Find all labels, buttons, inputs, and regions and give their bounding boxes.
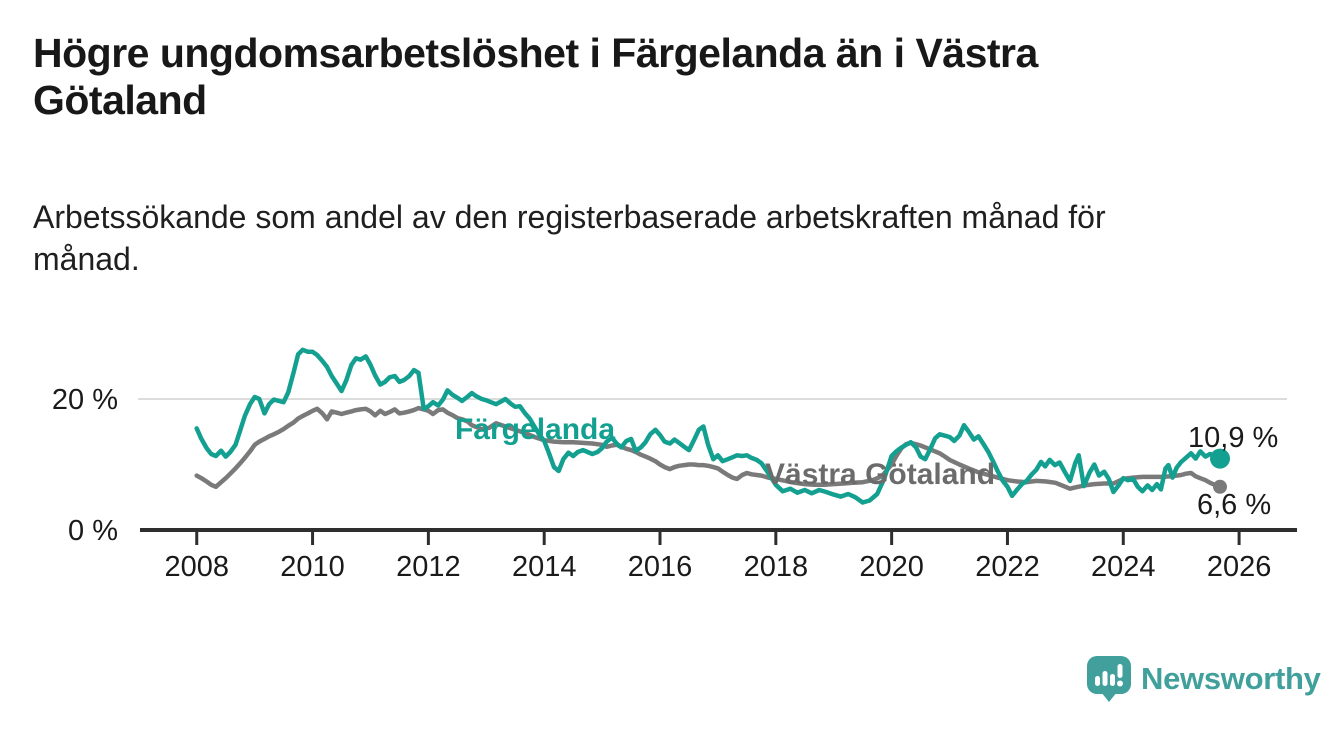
end-value-label-fargelanda: 10,9 % bbox=[1188, 422, 1278, 454]
series-label-fargelanda: Färgelanda bbox=[455, 413, 615, 446]
newsworthy-logo: Newsworthy bbox=[1086, 655, 1321, 703]
x-axis-tick-label-2014: 2014 bbox=[512, 551, 577, 583]
chart-subtitle-line-1: Arbetssökande som andel av den registerb… bbox=[33, 199, 1106, 235]
fargelanda-end-dot bbox=[1210, 448, 1230, 469]
x-axis-tick-label-2018: 2018 bbox=[744, 551, 809, 583]
newsworthy-logo-icon bbox=[1086, 655, 1132, 703]
newsworthy-logo-text: Newsworthy bbox=[1141, 661, 1321, 696]
fargelanda-line bbox=[194, 347, 1223, 505]
chart-subtitle-line-2: månad. bbox=[33, 241, 140, 277]
chart-dynamic-layer: 20 % 0 % 2008 2010 2012 2014 2016 2018 2020 2022 2… bbox=[52, 347, 1297, 583]
end-value-label-vastra-gotaland: 6,6 % bbox=[1197, 489, 1271, 521]
x-axis-tick-label-2008: 2008 bbox=[164, 551, 229, 583]
chart-subtitle: Arbetssökande som andel av den registerb… bbox=[33, 196, 1106, 280]
page-title-line-2: Götaland bbox=[33, 77, 207, 123]
series-label-vastra-gotaland: Västra Götaland bbox=[765, 458, 995, 491]
x-axis-tick-label-2022: 2022 bbox=[975, 551, 1040, 583]
x-axis-tick-label-2010: 2010 bbox=[280, 551, 345, 583]
page-title-line-1: Högre ungdomsarbetslöshet i Färgelanda ä… bbox=[33, 30, 1038, 76]
vastra-gotaland-line bbox=[194, 405, 1223, 491]
page-title: Högre ungdomsarbetslöshet i Färgelanda ä… bbox=[33, 30, 1038, 124]
x-axis-tick-label-2012: 2012 bbox=[396, 551, 461, 583]
x-axis-tick-label-2024: 2024 bbox=[1091, 551, 1156, 583]
vastra-gotaland-end-dot bbox=[1213, 479, 1227, 494]
x-axis-tick-label-2026: 2026 bbox=[1207, 551, 1272, 583]
y-axis-tick-label-20: 20 % bbox=[52, 384, 118, 416]
x-axis-tick-label-2020: 2020 bbox=[859, 551, 924, 583]
y-axis-tick-label-0: 0 % bbox=[68, 515, 118, 547]
x-axis-tick-label-2016: 2016 bbox=[628, 551, 693, 583]
